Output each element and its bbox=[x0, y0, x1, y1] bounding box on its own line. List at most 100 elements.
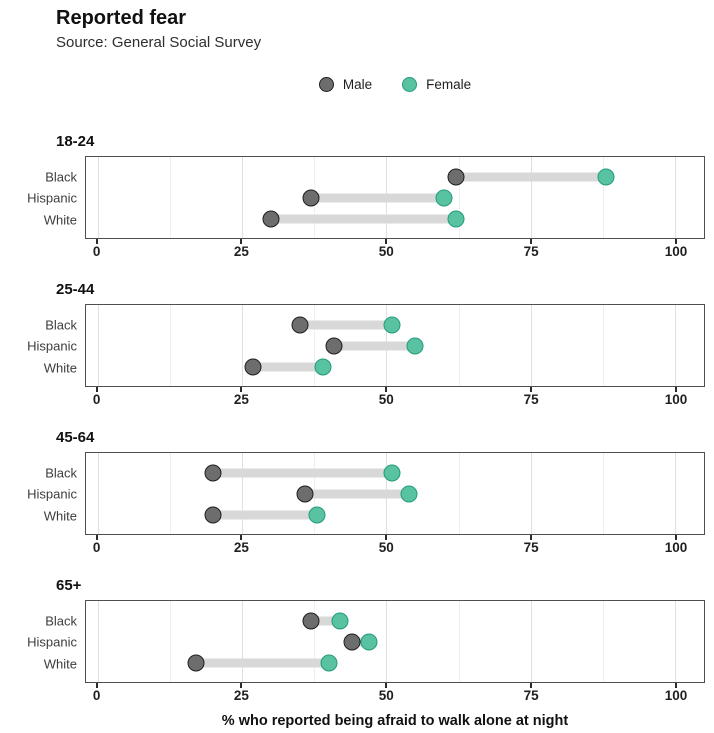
category-label: Hispanic bbox=[27, 634, 77, 650]
y-axis-labels: Black Hispanic White bbox=[0, 156, 85, 239]
female-marker bbox=[320, 654, 338, 672]
axis-tick-label: 50 bbox=[378, 540, 394, 555]
axis-tick bbox=[240, 535, 243, 540]
facet-18-24: 18-24 Black Hispanic White 0 25 50 75 100 bbox=[0, 133, 714, 261]
dumbbell-connector bbox=[305, 489, 410, 499]
dumbbell-connector bbox=[195, 658, 329, 668]
axis-tick bbox=[530, 387, 533, 392]
facet-body: Black Hispanic White bbox=[0, 156, 714, 239]
major-gridline bbox=[530, 157, 532, 238]
male-marker bbox=[447, 168, 465, 186]
axis-tick-label: 50 bbox=[378, 244, 394, 259]
major-gridline bbox=[675, 157, 677, 238]
female-marker bbox=[383, 464, 401, 482]
dumbbell-connector bbox=[311, 193, 445, 203]
major-gridline bbox=[530, 601, 532, 682]
male-marker bbox=[302, 612, 320, 630]
plot-panel bbox=[85, 304, 705, 387]
axis-tick-label: 0 bbox=[92, 392, 101, 407]
female-marker bbox=[435, 189, 453, 207]
minor-gridline bbox=[169, 157, 171, 238]
axis-tick-label: 100 bbox=[664, 540, 688, 555]
dumbbell-connector bbox=[351, 637, 369, 647]
axis-tick-label: 50 bbox=[378, 688, 394, 703]
x-axis: 0 25 50 75 100 bbox=[85, 683, 705, 705]
male-marker bbox=[291, 316, 309, 334]
minor-gridline bbox=[169, 305, 171, 386]
legend: Male Female bbox=[85, 75, 705, 93]
axis-tick bbox=[675, 683, 678, 688]
minor-gridline bbox=[602, 601, 604, 682]
axis-tick bbox=[385, 239, 388, 244]
minor-gridline bbox=[314, 601, 316, 682]
category-label: Black bbox=[45, 317, 77, 333]
x-axis: 0 25 50 75 100 bbox=[85, 387, 705, 409]
facet-title: 65+ bbox=[56, 577, 82, 594]
axis-tick-label: 75 bbox=[523, 540, 539, 555]
axis-tick-label: 0 bbox=[92, 244, 101, 259]
facet-title: 18-24 bbox=[56, 133, 95, 150]
dumbbell-connector bbox=[455, 172, 606, 182]
axis-tick-label: 100 bbox=[664, 244, 688, 259]
dumbbell-connector bbox=[334, 341, 416, 351]
legend-item: Male bbox=[318, 76, 373, 92]
plot-panel bbox=[85, 156, 705, 239]
female-marker bbox=[400, 485, 418, 503]
dumbbell-connector bbox=[299, 320, 393, 330]
major-gridline bbox=[97, 305, 99, 386]
axis-tick bbox=[240, 387, 243, 392]
axis-tick bbox=[675, 239, 678, 244]
facet-25-44: 25-44 Black Hispanic White 0 25 50 75 100 bbox=[0, 281, 714, 409]
axis-tick bbox=[240, 683, 243, 688]
female-marker bbox=[447, 210, 465, 228]
male-marker bbox=[325, 337, 343, 355]
plot-panel bbox=[85, 452, 705, 535]
axis-tick bbox=[530, 239, 533, 244]
facet-title: 25-44 bbox=[56, 281, 95, 298]
category-label: Black bbox=[45, 465, 77, 481]
legend-label: Male bbox=[342, 76, 373, 92]
axis-tick bbox=[240, 239, 243, 244]
female-marker bbox=[406, 337, 424, 355]
facet-body: Black Hispanic White bbox=[0, 304, 714, 387]
axis-tick bbox=[95, 683, 98, 688]
minor-gridline bbox=[602, 305, 604, 386]
male-marker bbox=[204, 464, 222, 482]
female-marker bbox=[331, 612, 349, 630]
male-marker bbox=[187, 654, 205, 672]
dumbbell-connector bbox=[311, 616, 341, 626]
male-legend-swatch-icon bbox=[318, 76, 334, 92]
x-axis: 0 25 50 75 100 bbox=[85, 535, 705, 557]
dumbbell-connector bbox=[270, 214, 456, 224]
major-gridline bbox=[241, 305, 243, 386]
major-gridline bbox=[386, 601, 388, 682]
female-marker bbox=[314, 358, 332, 376]
male-marker bbox=[262, 210, 280, 228]
major-gridline bbox=[530, 305, 532, 386]
axis-tick bbox=[675, 535, 678, 540]
y-axis-labels: Black Hispanic White bbox=[0, 304, 85, 387]
plot-panel bbox=[85, 600, 705, 683]
minor-gridline bbox=[169, 601, 171, 682]
major-gridline bbox=[675, 601, 677, 682]
legend-label: Female bbox=[426, 76, 472, 92]
dumbbell-connector bbox=[213, 510, 318, 520]
x-axis: 0 25 50 75 100 bbox=[85, 239, 705, 261]
axis-tick bbox=[385, 535, 388, 540]
axis-tick-label: 75 bbox=[523, 688, 539, 703]
female-marker bbox=[308, 506, 326, 524]
female-marker bbox=[383, 316, 401, 334]
dumbbell-connector bbox=[253, 362, 323, 372]
axis-tick-label: 50 bbox=[378, 392, 394, 407]
dumbbell-connector bbox=[213, 468, 393, 478]
chart-subtitle: Source: General Social Survey bbox=[56, 34, 262, 51]
female-marker bbox=[597, 168, 615, 186]
category-label: Black bbox=[45, 613, 77, 629]
axis-tick-label: 0 bbox=[92, 688, 101, 703]
major-gridline bbox=[675, 453, 677, 534]
category-label: White bbox=[43, 656, 77, 672]
major-gridline bbox=[241, 157, 243, 238]
category-label: White bbox=[43, 360, 77, 376]
x-axis-title: % who reported being afraid to walk alon… bbox=[221, 713, 569, 729]
